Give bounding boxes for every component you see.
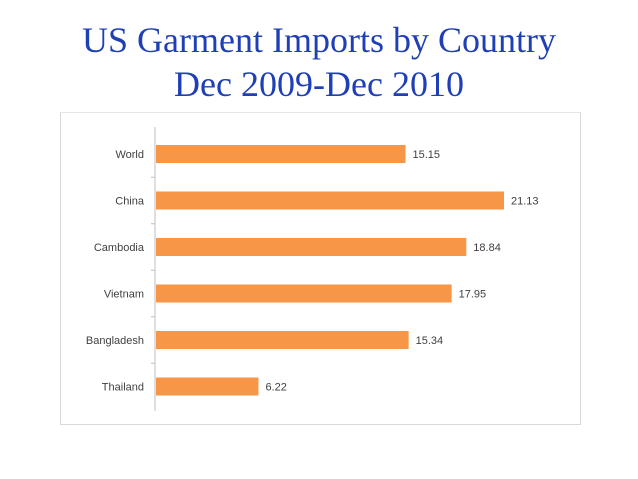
bar [156,238,467,256]
category-label: World [115,149,144,161]
slide-title: US Garment Imports by Country Dec 2009-D… [0,18,638,106]
bar [156,145,406,163]
bar-chart: World 15.15 China 21.13 Cambodia 18.84 Vietnam… [86,127,539,411]
bar [156,191,504,210]
bar [156,377,259,396]
title-line-1: US Garment Imports by Country [82,20,556,60]
data-label: 21.13 [511,196,539,208]
data-label: 15.15 [413,149,441,161]
data-label: 15.34 [416,335,444,347]
data-label: 6.22 [265,382,286,394]
chart-frame: World 15.15 China 21.13 Cambodia 18.84 Vietnam… [60,112,581,425]
data-label: 17.95 [459,289,487,301]
category-label: Thailand [102,382,144,394]
bar [156,331,409,349]
title-line-2: Dec 2009-Dec 2010 [174,64,464,104]
category-label: Vietnam [104,289,144,301]
category-label: Bangladesh [86,335,144,347]
data-label: 18.84 [473,242,501,254]
category-label: China [115,196,145,208]
category-label: Cambodia [94,242,145,254]
bar [156,284,452,303]
